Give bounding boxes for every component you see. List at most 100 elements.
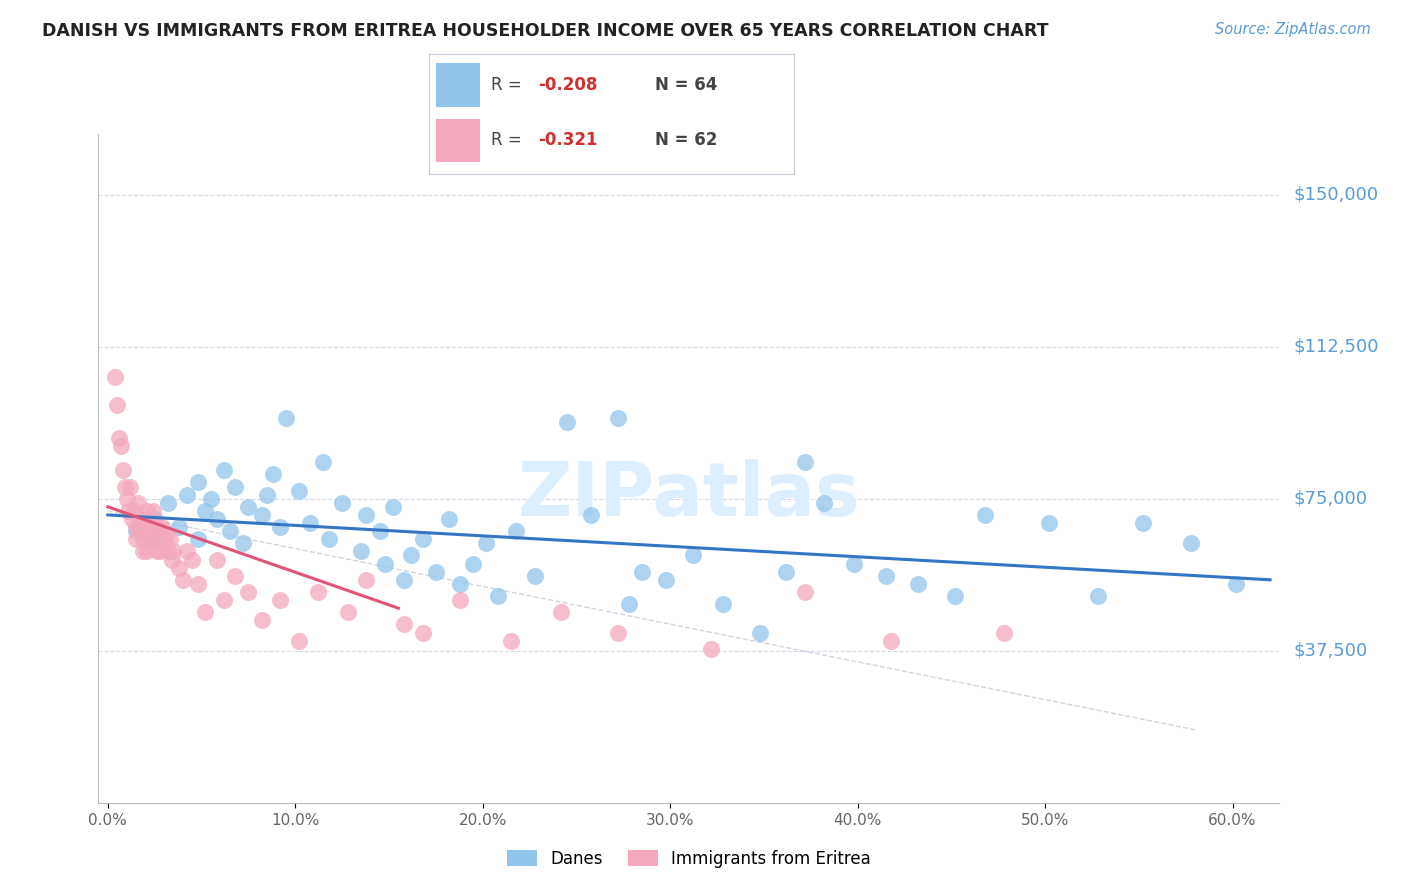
Point bbox=[356, 508, 378, 522]
Point bbox=[392, 573, 415, 587]
Point bbox=[160, 552, 183, 566]
Text: -0.321: -0.321 bbox=[538, 131, 598, 149]
Point bbox=[212, 463, 235, 477]
Point bbox=[111, 463, 134, 477]
Point bbox=[156, 544, 179, 558]
Point bbox=[330, 496, 353, 510]
Point bbox=[138, 520, 160, 534]
Point bbox=[1087, 589, 1109, 603]
Point bbox=[401, 549, 423, 563]
Point bbox=[115, 491, 138, 506]
Point bbox=[187, 533, 209, 547]
Point bbox=[205, 552, 228, 566]
Point bbox=[125, 520, 148, 534]
Point bbox=[412, 625, 434, 640]
Point bbox=[176, 488, 198, 502]
Point bbox=[993, 625, 1015, 640]
Point bbox=[449, 577, 471, 591]
Point bbox=[907, 577, 929, 591]
Point bbox=[153, 533, 176, 547]
Point bbox=[224, 479, 246, 493]
Point bbox=[176, 544, 198, 558]
Point bbox=[114, 479, 136, 493]
Point bbox=[187, 475, 209, 490]
Point bbox=[250, 613, 273, 627]
Point bbox=[374, 557, 396, 571]
Point bbox=[134, 520, 156, 534]
Point bbox=[212, 593, 235, 607]
Text: $150,000: $150,000 bbox=[1294, 186, 1378, 203]
Point bbox=[749, 625, 772, 640]
Point bbox=[262, 467, 284, 482]
Point bbox=[162, 544, 184, 558]
Point bbox=[142, 504, 165, 518]
Point bbox=[682, 549, 704, 563]
Point bbox=[143, 520, 166, 534]
Point bbox=[1132, 516, 1154, 530]
Point bbox=[187, 577, 209, 591]
Point bbox=[269, 520, 291, 534]
Text: $112,500: $112,500 bbox=[1294, 338, 1379, 356]
Point bbox=[138, 533, 160, 547]
Point bbox=[794, 585, 817, 599]
Point bbox=[148, 520, 170, 534]
Point bbox=[299, 516, 322, 530]
Point bbox=[205, 512, 228, 526]
Point bbox=[700, 641, 723, 656]
Point bbox=[336, 605, 359, 619]
Point bbox=[127, 496, 149, 510]
Point bbox=[381, 500, 404, 514]
Text: ZIPatlas: ZIPatlas bbox=[517, 458, 860, 532]
Point bbox=[318, 533, 340, 547]
Point bbox=[132, 544, 155, 558]
Point bbox=[880, 633, 903, 648]
Point bbox=[194, 504, 217, 518]
Point bbox=[550, 605, 572, 619]
Point bbox=[288, 633, 311, 648]
Point bbox=[128, 520, 150, 534]
Point bbox=[232, 536, 254, 550]
Point bbox=[172, 573, 194, 587]
Point bbox=[132, 533, 155, 547]
Point bbox=[288, 483, 311, 498]
Text: $75,000: $75,000 bbox=[1294, 490, 1368, 508]
Bar bbox=[436, 119, 479, 161]
Point bbox=[131, 512, 153, 526]
Text: DANISH VS IMMIGRANTS FROM ERITREA HOUSEHOLDER INCOME OVER 65 YEARS CORRELATION C: DANISH VS IMMIGRANTS FROM ERITREA HOUSEH… bbox=[42, 22, 1049, 40]
Point bbox=[1038, 516, 1060, 530]
Point bbox=[307, 585, 329, 599]
Point bbox=[256, 488, 278, 502]
Point bbox=[1225, 577, 1247, 591]
Point bbox=[392, 617, 415, 632]
Point bbox=[218, 524, 240, 538]
Point bbox=[224, 568, 246, 582]
Point bbox=[250, 508, 273, 522]
Point bbox=[486, 589, 509, 603]
Text: -0.208: -0.208 bbox=[538, 76, 598, 94]
Point bbox=[974, 508, 997, 522]
Point bbox=[794, 455, 817, 469]
Point bbox=[159, 533, 181, 547]
Point bbox=[149, 544, 172, 558]
Point bbox=[524, 568, 547, 582]
Text: Source: ZipAtlas.com: Source: ZipAtlas.com bbox=[1215, 22, 1371, 37]
Point bbox=[412, 533, 434, 547]
Point bbox=[117, 504, 139, 518]
Point bbox=[150, 520, 173, 534]
Point bbox=[139, 533, 162, 547]
Point bbox=[437, 512, 460, 526]
Point bbox=[617, 597, 640, 611]
Point bbox=[775, 565, 797, 579]
Point bbox=[463, 557, 485, 571]
Point bbox=[167, 560, 190, 574]
Text: $37,500: $37,500 bbox=[1294, 641, 1368, 660]
Point bbox=[842, 557, 865, 571]
Point bbox=[200, 491, 222, 506]
Point bbox=[1180, 536, 1202, 550]
Point bbox=[606, 625, 628, 640]
Point bbox=[449, 593, 471, 607]
Text: R =: R = bbox=[491, 76, 527, 94]
Point bbox=[269, 593, 291, 607]
Bar bbox=[436, 63, 479, 106]
Point bbox=[274, 410, 297, 425]
